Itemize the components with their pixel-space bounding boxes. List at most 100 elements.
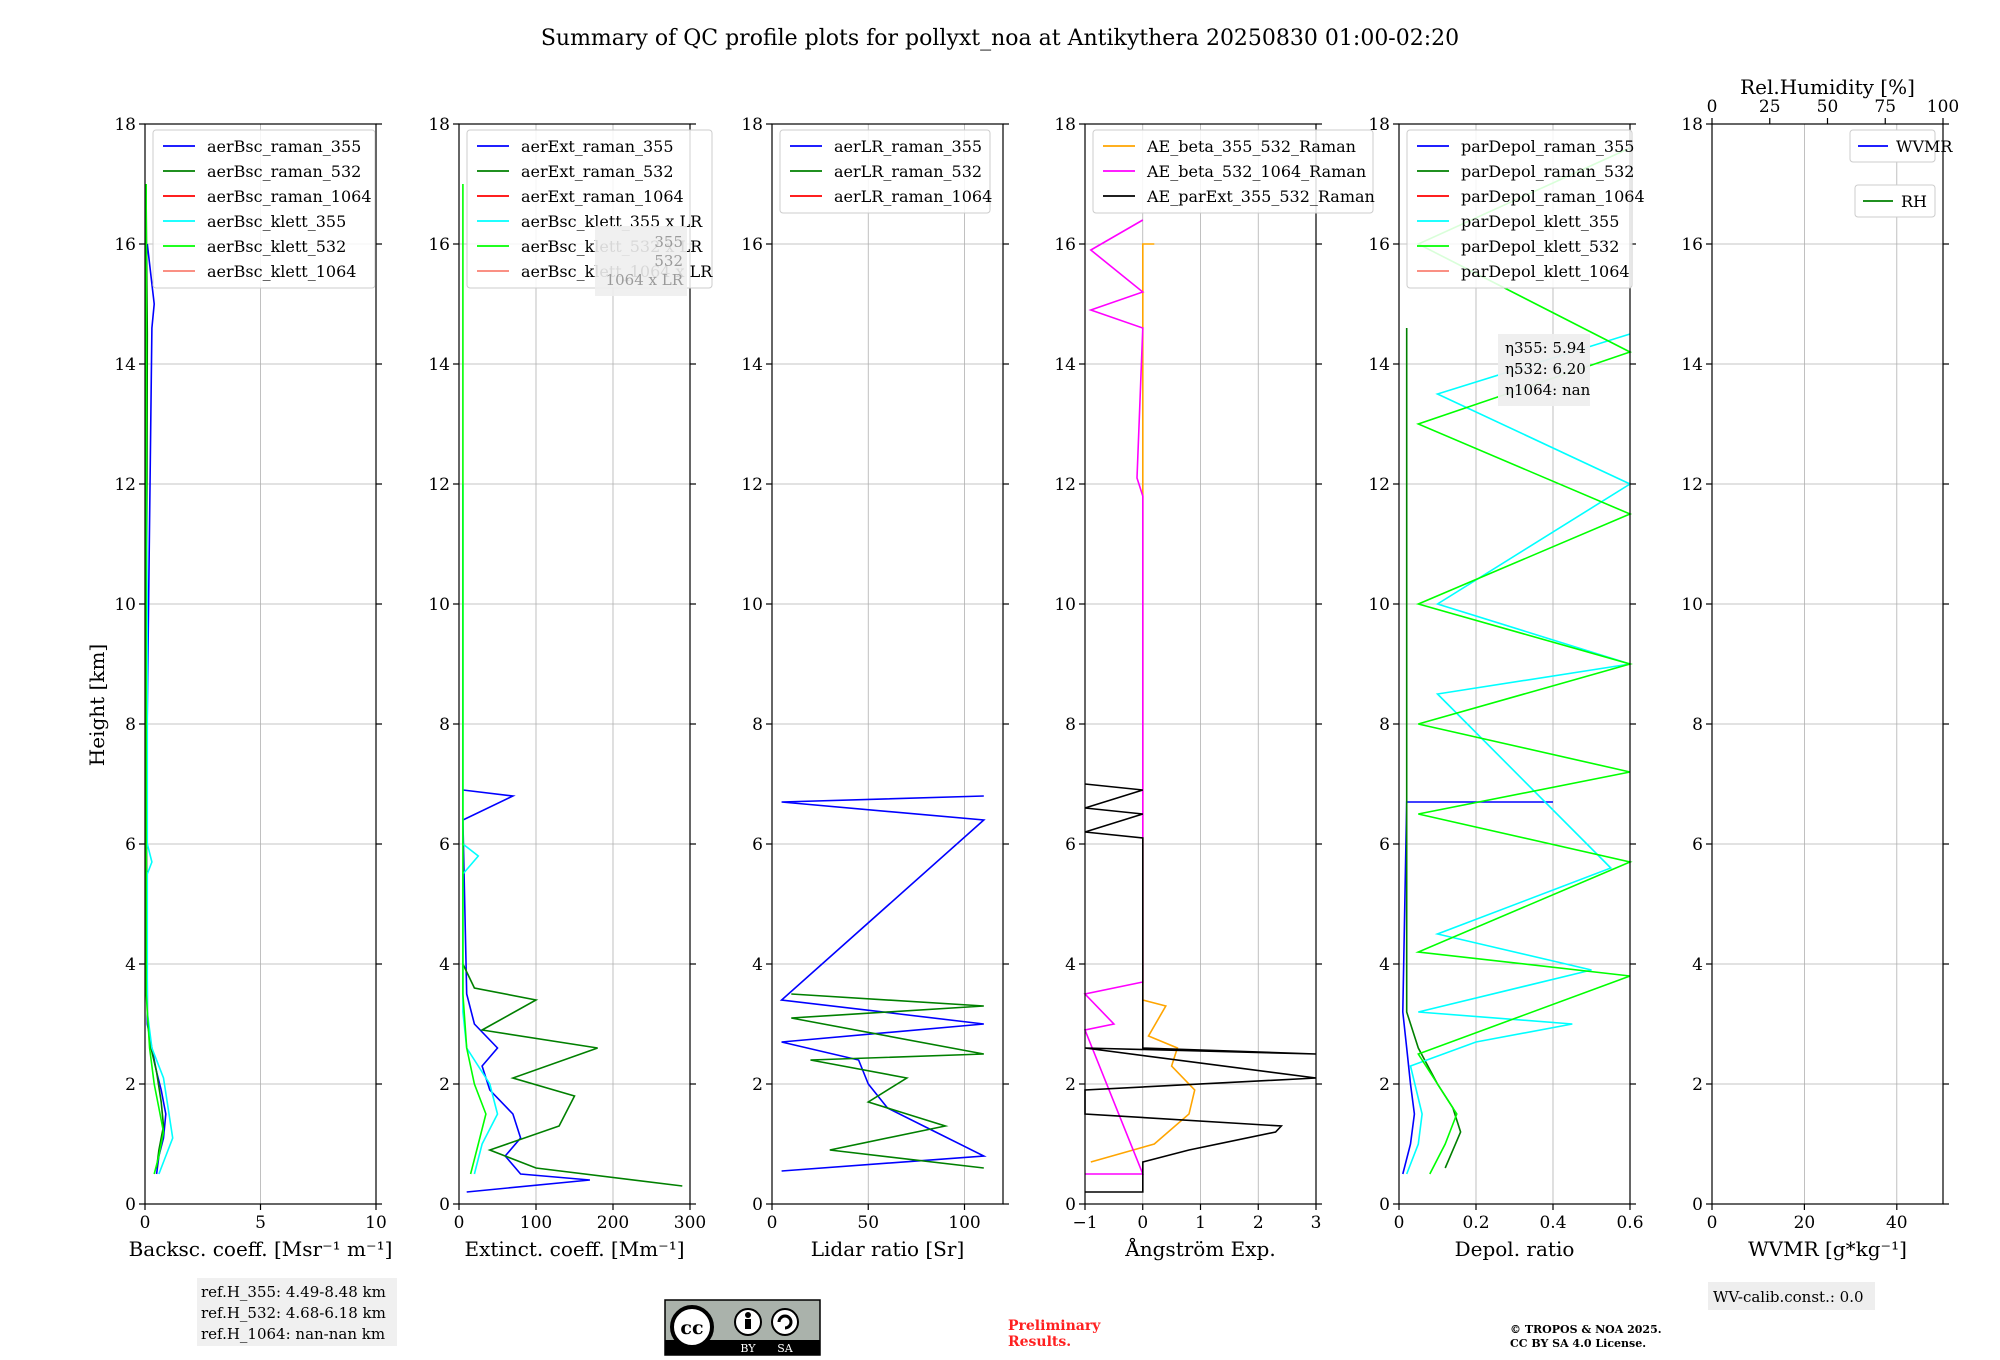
y-tick-label: 14 — [428, 355, 450, 375]
y-tick-label: 4 — [752, 955, 763, 975]
preliminary-line-2: Results. — [1008, 1334, 1071, 1350]
legend-label: aerBsc_raman_532 — [207, 162, 361, 181]
copyright-line-1: © TROPOS & NOA 2025. — [1510, 1323, 1662, 1336]
series-line-aerLR_raman_355 — [779, 795, 987, 1172]
x-tick-label: 0 — [140, 1213, 151, 1233]
cc-icon — [670, 1305, 714, 1349]
x2-tick-label: 0 — [1707, 97, 1718, 117]
y-tick-label: 2 — [1692, 1075, 1703, 1095]
series-line-parDepol_klett_355 — [1405, 333, 1632, 1175]
x2-tick-label: 50 — [1817, 97, 1839, 117]
legend-label: parDepol_raman_532 — [1461, 162, 1634, 181]
y-tick-label: 10 — [1368, 595, 1390, 615]
y-tick-label: 2 — [439, 1075, 450, 1095]
legend-label: AE_parExt_355_532_Raman — [1146, 187, 1375, 206]
y-tick-label: 14 — [741, 355, 763, 375]
x-axis-label: Extinct. coeff. [Mm⁻¹] — [464, 1237, 684, 1261]
x-axis-label: Lidar ratio [Sr] — [811, 1237, 965, 1261]
series-line-aerBsc_klett_355 x LR — [462, 484, 499, 1175]
panel-1: 0 2 4 6 8 10 12 14 16 18 0 5 10 Backsc. coeff. [Msr⁻¹… — [114, 115, 392, 1261]
extinction-overlay-label: 355 — [654, 233, 683, 251]
y-tick-label: 6 — [439, 835, 450, 855]
ref-height-532: ref.H_532: 4.68-6.18 km — [201, 1304, 386, 1322]
y-tick-label: 16 — [428, 235, 450, 255]
y-tick-label: 18 — [1368, 115, 1390, 135]
legend-box — [1406, 129, 1633, 289]
legend-label: aerBsc_raman_355 — [207, 137, 361, 156]
x-axis-label: Ångström Exp. — [1124, 1236, 1275, 1261]
x-tick-label: 0 — [1137, 1213, 1148, 1233]
y-tick-label: 4 — [1379, 955, 1390, 975]
y-tick-label: 4 — [125, 955, 136, 975]
y-tick-label: 12 — [741, 475, 763, 495]
y-tick-label: 6 — [125, 835, 136, 855]
y-tick-label: 10 — [428, 595, 450, 615]
x-axis-label: Backsc. coeff. [Msr⁻¹ m⁻¹] — [129, 1237, 393, 1261]
extinction-overlay-label: 532 — [654, 252, 683, 270]
series-line-parDepol_raman_355 — [1401, 801, 1553, 1175]
legend-box — [1849, 129, 1936, 163]
x-tick-label: 1 — [1195, 1213, 1206, 1233]
panel-2: 0 2 4 6 8 10 12 14 16 18 0 100 200 300 Extinct. coeff.… — [428, 115, 713, 1261]
series-line-aerExt_raman_532 — [462, 963, 683, 1187]
y-tick-label: 10 — [1054, 595, 1076, 615]
legend-label: aerExt_raman_1064 — [521, 187, 684, 206]
y-tick-label: 0 — [439, 1195, 450, 1215]
x2-axis-label: Rel.Humidity [%] — [1740, 75, 1915, 99]
y-tick-label: 16 — [114, 235, 136, 255]
x-tick-label: 0 — [454, 1213, 465, 1233]
series-line-aerBsc_klett_532 — [145, 184, 165, 1175]
y-tick-label: 0 — [125, 1195, 136, 1215]
x-tick-label: 100 — [948, 1213, 980, 1233]
x-tick-label: 0.6 — [1616, 1213, 1643, 1233]
y-tick-label: 16 — [741, 235, 763, 255]
y-tick-label: 12 — [1368, 475, 1390, 495]
x-tick-label: 10 — [365, 1213, 387, 1233]
eta-value: η532: 6.20 — [1505, 360, 1586, 378]
x-tick-label: 100 — [520, 1213, 552, 1233]
y-tick-label: 16 — [1054, 235, 1076, 255]
legend-label: aerExt_raman_355 — [521, 137, 674, 156]
x-tick-label: −1 — [1072, 1213, 1097, 1233]
y-tick-label: 6 — [752, 835, 763, 855]
y-tick-label: 4 — [1692, 955, 1703, 975]
legend-label: AE_beta_355_532_Raman — [1146, 137, 1356, 156]
legend-box — [779, 129, 991, 214]
y-tick-label: 8 — [439, 715, 450, 735]
axes-frame — [1398, 123, 1631, 1205]
wv-calib-bg — [1708, 1282, 1875, 1310]
axes-frame — [1711, 123, 1944, 1205]
y-tick-label: 2 — [1065, 1075, 1076, 1095]
y-tick-label: 2 — [752, 1075, 763, 1095]
by-person-head — [745, 1312, 751, 1318]
extinction-overlay-box — [595, 226, 687, 296]
y-tick-label: 8 — [752, 715, 763, 735]
legend-label: aerExt_raman_532 — [521, 162, 674, 181]
cc-by-label: BY — [740, 1342, 756, 1355]
legend-label: aerLR_raman_355 — [834, 137, 982, 156]
legend-label: aerLR_raman_1064 — [834, 187, 992, 206]
legend-label: parDepol_raman_1064 — [1461, 187, 1645, 206]
cc-icon-text: cc — [680, 1317, 703, 1339]
y-tick-label: 14 — [114, 355, 136, 375]
x-tick-label: 3 — [1311, 1213, 1322, 1233]
y-tick-label: 4 — [1065, 955, 1076, 975]
legend-label: aerBsc_klett_355 — [207, 212, 346, 231]
legend-box — [1854, 184, 1936, 218]
y-tick-label: 18 — [1054, 115, 1076, 135]
wv-calib-text: WV-calib.const.: 0.0 — [1713, 1288, 1864, 1306]
y-tick-label: 8 — [1065, 715, 1076, 735]
series-line-AE_beta_532_1064_Raman — [1083, 219, 1145, 1175]
x-tick-label: 0 — [1394, 1213, 1405, 1233]
x2-tick-label: 100 — [1927, 97, 1959, 117]
panel-3: 0 2 4 6 8 10 12 14 16 18 0 50 100 Lidar ratio [Sr] aer… — [741, 115, 1009, 1261]
cc-by-sa-badge: cc BY SA — [664, 1299, 821, 1356]
x-tick-label: 2 — [1253, 1213, 1264, 1233]
y-tick-label: 12 — [1681, 475, 1703, 495]
legend-label: parDepol_klett_532 — [1461, 237, 1619, 256]
x-tick-label: 20 — [1794, 1213, 1816, 1233]
figure-title: Summary of QC profile plots for pollyxt_… — [541, 26, 1459, 51]
